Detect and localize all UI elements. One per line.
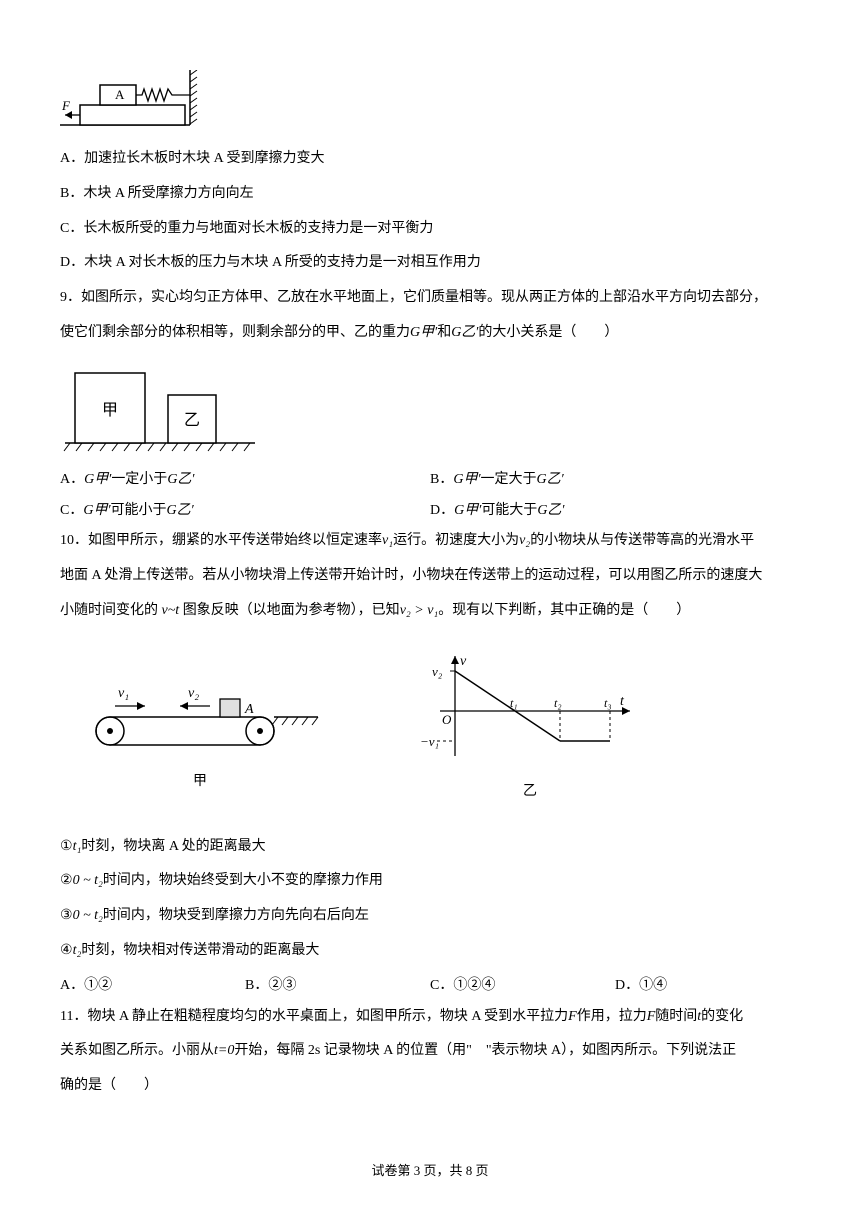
svg-text:甲: 甲 xyxy=(102,402,118,419)
q11-line2: 关系如图乙所示。小丽从t=0开始，每隔 2s 记录物块 A 的位置（用" "表示… xyxy=(60,1036,800,1067)
svg-text:t₃: t₃ xyxy=(604,696,612,710)
svg-text:F: F xyxy=(61,98,71,113)
q11-line3: 确的是（ ） xyxy=(60,1071,800,1102)
q9-line1: 9．如图所示，实心均匀正方体甲、乙放在水平地面上，它们质量相等。现从两正方体的上… xyxy=(60,283,800,314)
svg-text:v₁: v₁ xyxy=(118,686,129,701)
q9-opts-row2: C．G甲′可能小于G乙′ D．G甲′可能大于G乙′ xyxy=(60,496,800,527)
q10-line2: 地面 A 处滑上传送带。若从小物块滑上传送带开始计时，小物块在传送带上的运动过程… xyxy=(60,561,800,592)
svg-text:A: A xyxy=(115,87,125,102)
svg-text:t: t xyxy=(620,694,625,709)
svg-text:乙: 乙 xyxy=(184,412,200,429)
q9-opts-row1: A．G甲′一定小于G乙′ B．G甲′一定大于G乙′ xyxy=(60,465,800,496)
q8-opt-b: B．木块 A 所受摩擦力方向向左 xyxy=(60,179,800,210)
svg-text:v₂: v₂ xyxy=(432,664,443,679)
q10-stmt1: ①t₁时刻，物块离 A 处的距离最大 xyxy=(60,832,800,863)
svg-text:−v₁: −v₁ xyxy=(420,734,439,749)
svg-text:O: O xyxy=(442,712,452,727)
q8-opt-c: C．长木板所受的重力与地面对长木板的支持力是一对平衡力 xyxy=(60,214,800,245)
q8-opt-a: A．加速拉长木板时木块 A 受到摩擦力变大 xyxy=(60,144,800,175)
q10-line1: 10．如图甲所示，绷紧的水平传送带始终以恒定速率v₁运行。初速度大小为v₂的小物… xyxy=(60,526,800,557)
q11-line1: 11．物块 A 静止在粗糙程度均匀的水平桌面上，如图甲所示，物块 A 受到水平拉… xyxy=(60,1002,800,1033)
svg-text:A: A xyxy=(244,702,254,717)
q10-stmt3: ③0 ~ t₂时间内，物块受到摩擦力方向先向右后向左 xyxy=(60,901,800,932)
svg-text:v₂: v₂ xyxy=(188,686,199,701)
q10-figures: v₂ v₁ A 甲 v t O v₂ xyxy=(60,651,800,808)
q8-figure-spring: A F xyxy=(60,70,800,132)
q9-line2: 使它们剩余部分的体积相等，则剩余部分的甲、乙的重力G甲′和G乙′的大小关系是（ … xyxy=(60,318,800,349)
svg-text:v: v xyxy=(460,654,467,669)
q8-opt-d: D．木块 A 对长木板的压力与木块 A 所受的支持力是一对相互作用力 xyxy=(60,248,800,279)
q9-figure-cubes: 甲 乙 xyxy=(60,363,800,455)
page-footer: 试卷第 3 页，共 8 页 xyxy=(0,1157,860,1186)
svg-text:t₂: t₂ xyxy=(554,696,562,710)
q10-line3: 小随时间变化的 v~t 图象反映（以地面为参考物），已知v₂ > v₁。现有以下… xyxy=(60,596,800,627)
q10-stmt4: ④t₂时刻，物块相对传送带滑动的距离最大 xyxy=(60,936,800,967)
svg-text:t₁: t₁ xyxy=(510,696,518,710)
q10-stmt2: ②0 ~ t₂时间内，物块始终受到大小不变的摩擦力作用 xyxy=(60,866,800,897)
q10-options: A．①② B．②③ C．①②④ D．①④ xyxy=(60,971,800,1002)
